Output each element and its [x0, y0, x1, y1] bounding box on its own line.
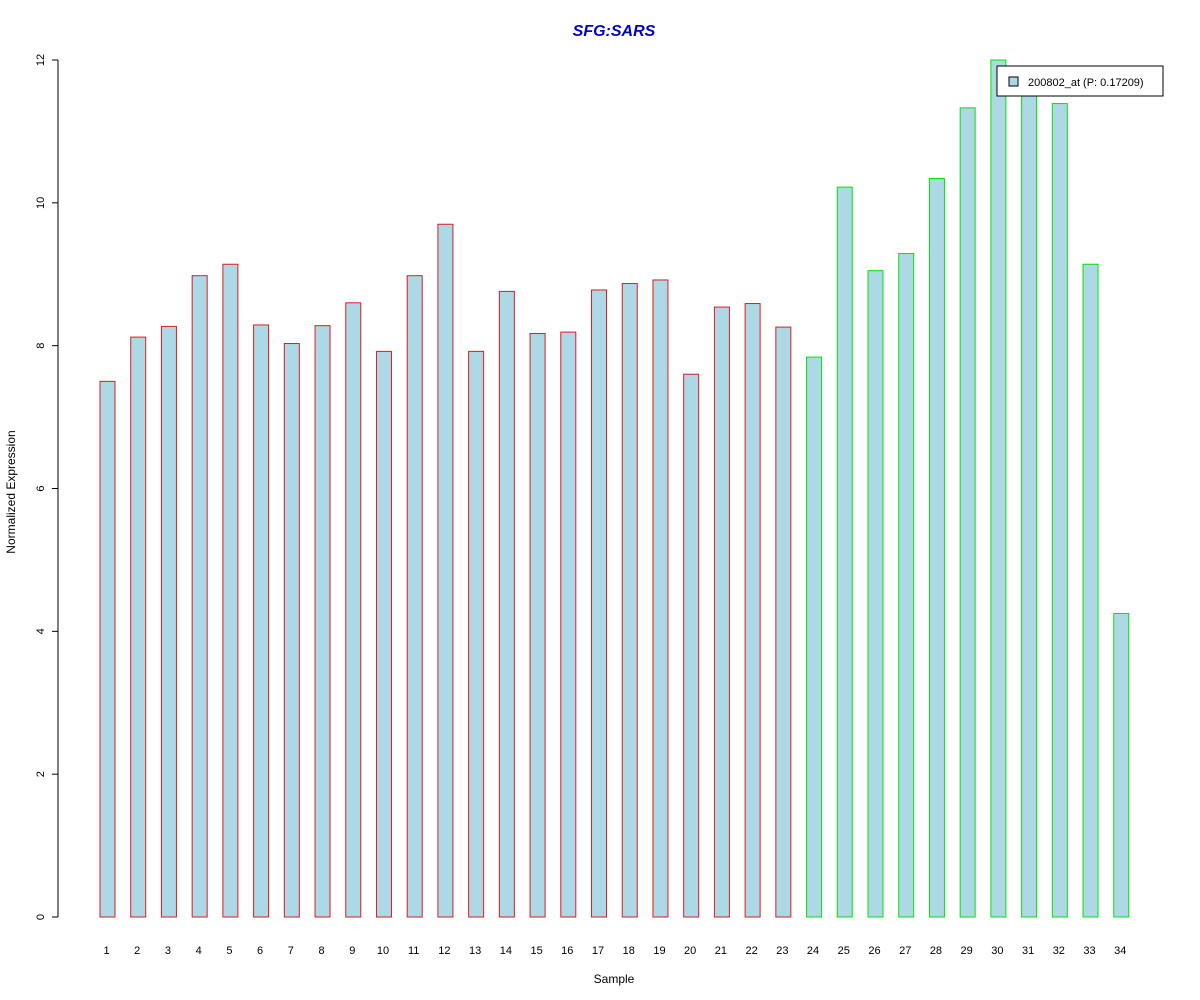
y-tick-label: 10: [35, 197, 47, 209]
x-tick-label: 17: [592, 945, 604, 957]
bar-33: [1082, 263, 1099, 918]
x-tick-label: 16: [561, 945, 573, 957]
bar-22: [744, 303, 761, 918]
x-tick-label: 21: [715, 945, 727, 957]
x-tick-label: 10: [377, 945, 389, 957]
bar-12: [437, 223, 454, 918]
x-tick-label: 27: [899, 945, 911, 957]
x-tick-label: 20: [684, 945, 696, 957]
bar-5: [222, 263, 239, 918]
bar-30: [990, 59, 1007, 918]
bar-9: [345, 302, 362, 918]
x-tick-label: 18: [623, 945, 635, 957]
y-tick-label: 6: [35, 485, 47, 491]
x-tick-label: 7: [288, 945, 294, 957]
x-tick-label: 23: [776, 945, 788, 957]
bar-13: [468, 350, 485, 918]
y-tick-label: 0: [35, 914, 47, 920]
x-tick-label: 30: [991, 945, 1003, 957]
y-tick-label: 4: [35, 628, 47, 634]
bar-16: [560, 331, 577, 918]
y-tick-label: 2: [35, 771, 47, 777]
x-tick-label: 26: [868, 945, 880, 957]
x-tick-label: 14: [500, 945, 512, 957]
y-tick-label: 8: [35, 343, 47, 349]
bar-28: [928, 178, 945, 918]
bar-25: [836, 186, 853, 918]
x-tick-label: 13: [469, 945, 481, 957]
x-tick-label: 22: [745, 945, 757, 957]
bar-19: [652, 279, 669, 918]
chart-title: SFG:SARS: [573, 23, 656, 40]
legend: 200802_at (P: 0.17209): [996, 65, 1164, 97]
y-axis-label: Normalized Expression: [4, 430, 18, 553]
x-tick-label: 9: [349, 945, 355, 957]
bar-34: [1113, 612, 1130, 918]
x-tick-label: 19: [653, 945, 665, 957]
bar-21: [713, 306, 730, 918]
bar-7: [283, 343, 300, 918]
x-tick-label: 6: [257, 945, 263, 957]
x-tick-label: 34: [1114, 945, 1126, 957]
bar-10: [375, 350, 392, 918]
x-axis-label: Sample: [594, 972, 635, 986]
x-tick-label: 2: [134, 945, 140, 957]
bars: [99, 59, 1130, 918]
bar-2: [130, 336, 147, 918]
y-tick-label: 12: [35, 54, 47, 66]
bar-29: [959, 107, 976, 918]
x-tick-label: 1: [103, 945, 109, 957]
bar-8: [314, 325, 331, 918]
x-axis-ticks: 1 2 3 4 5 6 7 8 9 10 11 12 13 14 15 16 17 18 19 20 21 22 23 24 2…: [103, 945, 1126, 957]
x-tick-label: 28: [930, 945, 942, 957]
bar-32: [1051, 103, 1068, 918]
x-tick-label: 32: [1053, 945, 1065, 957]
x-tick-label: 29: [961, 945, 973, 957]
bar-14: [498, 290, 515, 918]
x-tick-label: 15: [530, 945, 542, 957]
bar-3: [160, 325, 177, 918]
x-tick-label: 33: [1083, 945, 1095, 957]
bar-4: [191, 275, 208, 918]
x-tick-label: 5: [226, 945, 232, 957]
x-tick-label: 12: [438, 945, 450, 957]
x-tick-label: 4: [196, 945, 202, 957]
bar-1: [99, 380, 116, 918]
bar-27: [898, 253, 915, 918]
y-axis-ticks: 0 2 4 6 8 10 12: [35, 54, 58, 920]
legend-box: [996, 65, 1164, 97]
bar-6: [253, 324, 270, 918]
x-tick-label: 24: [807, 945, 819, 957]
bar-15: [529, 333, 546, 918]
bar-24: [806, 356, 823, 918]
bar-20: [683, 373, 700, 918]
legend-label: 200802_at (P: 0.17209): [1028, 77, 1144, 89]
x-tick-label: 11: [408, 945, 419, 957]
x-tick-label: 25: [838, 945, 850, 957]
x-tick-label: 8: [318, 945, 324, 957]
bar-18: [621, 283, 638, 918]
x-tick-label: 31: [1022, 945, 1034, 957]
legend-swatch: [1008, 76, 1019, 87]
bar-26: [867, 270, 884, 918]
bar-11: [406, 275, 423, 918]
x-tick-label: 3: [165, 945, 171, 957]
bar-31: [1021, 95, 1038, 918]
bar-23: [775, 326, 792, 918]
bar-17: [591, 289, 608, 918]
